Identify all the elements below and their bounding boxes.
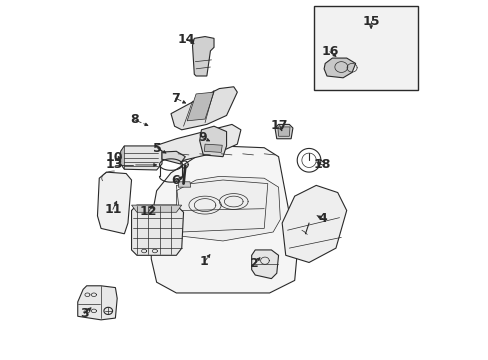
Text: 1: 1 xyxy=(200,255,208,268)
Text: 4: 4 xyxy=(318,212,326,225)
Polygon shape xyxy=(97,172,131,234)
Polygon shape xyxy=(199,126,226,157)
Polygon shape xyxy=(178,182,190,187)
Polygon shape xyxy=(277,127,289,136)
Polygon shape xyxy=(176,176,280,241)
Polygon shape xyxy=(151,146,298,293)
Polygon shape xyxy=(155,125,241,162)
Text: 5: 5 xyxy=(153,142,162,155)
Polygon shape xyxy=(78,286,117,320)
Text: 10: 10 xyxy=(106,151,123,164)
Text: 11: 11 xyxy=(104,203,122,216)
Polygon shape xyxy=(121,146,162,170)
Text: 16: 16 xyxy=(321,45,338,58)
Polygon shape xyxy=(324,58,355,78)
Polygon shape xyxy=(251,250,278,279)
Polygon shape xyxy=(171,87,237,130)
Text: 12: 12 xyxy=(140,205,157,218)
Polygon shape xyxy=(204,144,222,152)
Polygon shape xyxy=(131,205,182,212)
Text: 8: 8 xyxy=(130,113,139,126)
Text: 13: 13 xyxy=(106,158,123,171)
Polygon shape xyxy=(131,205,183,255)
Polygon shape xyxy=(121,146,124,169)
Polygon shape xyxy=(192,37,214,76)
Text: 3: 3 xyxy=(80,307,88,320)
Text: 18: 18 xyxy=(313,158,331,171)
Polygon shape xyxy=(282,185,346,262)
Text: 7: 7 xyxy=(171,92,180,105)
Text: 2: 2 xyxy=(250,257,258,270)
Text: 15: 15 xyxy=(362,15,379,28)
Text: 14: 14 xyxy=(177,33,195,46)
Polygon shape xyxy=(274,125,292,139)
Text: 17: 17 xyxy=(270,119,288,132)
Polygon shape xyxy=(187,92,214,121)
Polygon shape xyxy=(162,151,185,164)
Text: 9: 9 xyxy=(198,131,206,144)
Bar xyxy=(314,6,418,90)
Text: 6: 6 xyxy=(171,174,180,187)
